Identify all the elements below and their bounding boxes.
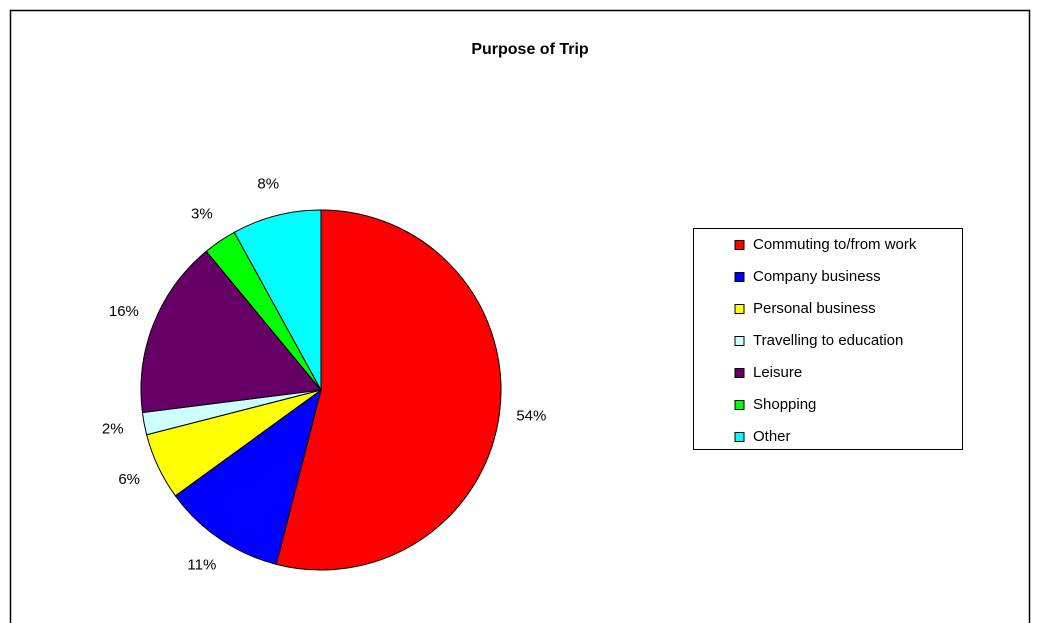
legend-swatch bbox=[734, 400, 745, 410]
legend-label: Commuting to/from work bbox=[753, 236, 917, 253]
data-label: 2% bbox=[102, 421, 124, 438]
legend-swatch bbox=[734, 368, 745, 378]
data-label: 6% bbox=[118, 471, 140, 488]
data-label: 3% bbox=[191, 206, 213, 223]
legend-swatch bbox=[734, 272, 745, 282]
legend-swatch bbox=[734, 304, 745, 314]
legend-label: Travelling to education bbox=[753, 332, 903, 349]
legend-label: Leisure bbox=[753, 364, 802, 381]
pie-slice bbox=[275, 209, 502, 571]
legend-label: Company business bbox=[753, 268, 881, 285]
pie-slice bbox=[233, 209, 322, 391]
data-label: 16% bbox=[109, 303, 139, 320]
pie-slice bbox=[140, 250, 322, 414]
legend-swatch bbox=[734, 240, 745, 250]
chart-title: Purpose of Trip bbox=[471, 41, 589, 58]
legend-label: Personal business bbox=[753, 300, 876, 317]
legend-swatch bbox=[734, 432, 745, 442]
pie-slice bbox=[174, 388, 322, 565]
data-label: 11% bbox=[187, 556, 216, 573]
data-label: 54% bbox=[516, 408, 546, 425]
legend-label: Shopping bbox=[753, 396, 816, 413]
data-label: 8% bbox=[257, 176, 279, 193]
legend-swatch bbox=[734, 336, 745, 346]
legend-label: Other bbox=[753, 428, 791, 445]
